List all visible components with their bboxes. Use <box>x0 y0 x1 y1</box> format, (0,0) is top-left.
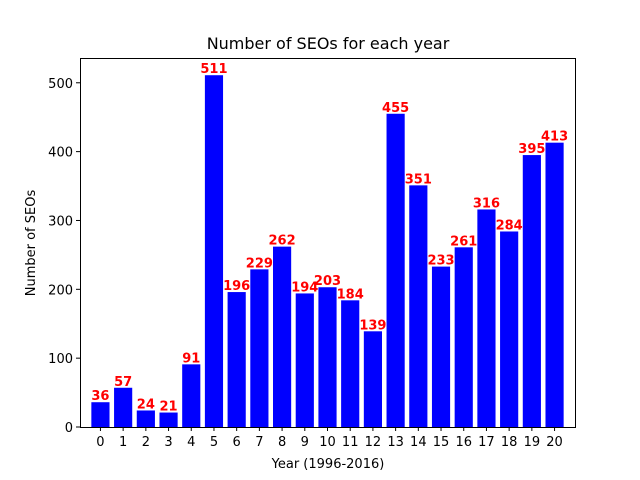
y-axis-label: Number of SEOs <box>24 190 39 297</box>
x-tick-label: 2 <box>142 435 150 450</box>
y-tick-label: 500 <box>48 77 73 92</box>
x-tick-label: 5 <box>210 435 218 450</box>
bar-0 <box>91 402 110 427</box>
bars-group <box>91 75 564 428</box>
x-tick-label: 15 <box>433 435 450 450</box>
bar-13 <box>386 113 405 427</box>
bar-1 <box>114 387 133 427</box>
x-tick-label: 13 <box>387 435 404 450</box>
data-label-4: 91 <box>182 351 200 366</box>
plot-frame <box>80 58 576 428</box>
y-tick-label: 100 <box>48 352 73 367</box>
y-tick-label: 200 <box>48 283 73 298</box>
bar-14 <box>409 185 428 427</box>
data-label-17: 316 <box>473 196 500 211</box>
data-label-1: 57 <box>114 375 132 390</box>
x-tick-label: 20 <box>546 435 563 450</box>
data-label-0: 36 <box>91 389 109 404</box>
data-label-14: 351 <box>405 172 432 187</box>
bar-12 <box>363 331 382 427</box>
data-label-6: 196 <box>223 279 250 294</box>
bar-16 <box>454 247 473 427</box>
data-label-7: 229 <box>246 256 273 271</box>
x-tick-label: 12 <box>365 435 382 450</box>
x-tick-label: 6 <box>233 435 241 450</box>
x-tick-label: 3 <box>164 435 172 450</box>
x-tick-label: 10 <box>319 435 336 450</box>
bar-4 <box>182 364 201 427</box>
x-tick-label: 0 <box>96 435 104 450</box>
bar-2 <box>136 410 155 427</box>
data-label-16: 261 <box>450 234 477 249</box>
x-axis-label: Year (1996-2016) <box>271 457 385 472</box>
x-tick-label: 1 <box>119 435 127 450</box>
data-label-3: 21 <box>160 400 178 415</box>
data-label-19: 395 <box>518 142 545 157</box>
x-tick-label: 8 <box>278 435 286 450</box>
x-tick-label: 18 <box>501 435 518 450</box>
y-axis: 0 100 200 300 400 500 <box>48 77 80 436</box>
x-tick-label: 4 <box>187 435 195 450</box>
bar-17 <box>477 209 496 427</box>
x-tick-label: 7 <box>255 435 263 450</box>
data-label-5: 511 <box>200 62 227 77</box>
bar-5 <box>204 75 224 428</box>
y-tick-label: 300 <box>48 214 73 229</box>
bar-11 <box>341 300 360 427</box>
bar-19 <box>522 155 541 427</box>
bar-8 <box>273 246 292 427</box>
y-tick-label: 0 <box>65 421 73 436</box>
bar-6 <box>227 292 246 427</box>
x-tick-label: 19 <box>524 435 541 450</box>
x-tick-label: 14 <box>410 435 427 450</box>
y-tick-label: 400 <box>48 146 73 161</box>
x-tick-label: 17 <box>478 435 495 450</box>
x-tick-label: 16 <box>455 435 472 450</box>
data-label-9: 194 <box>291 280 318 295</box>
data-label-11: 184 <box>337 287 364 302</box>
bar-7 <box>250 269 269 427</box>
data-label-13: 455 <box>382 101 409 116</box>
x-tick-label: 9 <box>301 435 309 450</box>
bar-9 <box>295 293 314 427</box>
data-label-2: 24 <box>137 397 155 412</box>
data-label-15: 233 <box>427 254 454 269</box>
bar-20 <box>545 142 564 427</box>
x-axis: 0 1 2 3 4 5 6 7 8 9 10 11 12 13 14 15 16 17 18 19 20 <box>96 427 563 450</box>
data-label-8: 262 <box>269 234 296 249</box>
bar-15 <box>431 266 451 427</box>
data-label-10: 203 <box>314 274 341 289</box>
bar-18 <box>500 231 519 427</box>
x-tick-label: 11 <box>342 435 359 450</box>
bar-3 <box>159 412 178 427</box>
data-label-12: 139 <box>359 318 386 333</box>
data-label-18: 284 <box>496 218 523 233</box>
data-label-20: 413 <box>541 130 568 145</box>
bar-10 <box>318 287 337 427</box>
chart-title: Number of SEOs for each year <box>207 34 450 53</box>
